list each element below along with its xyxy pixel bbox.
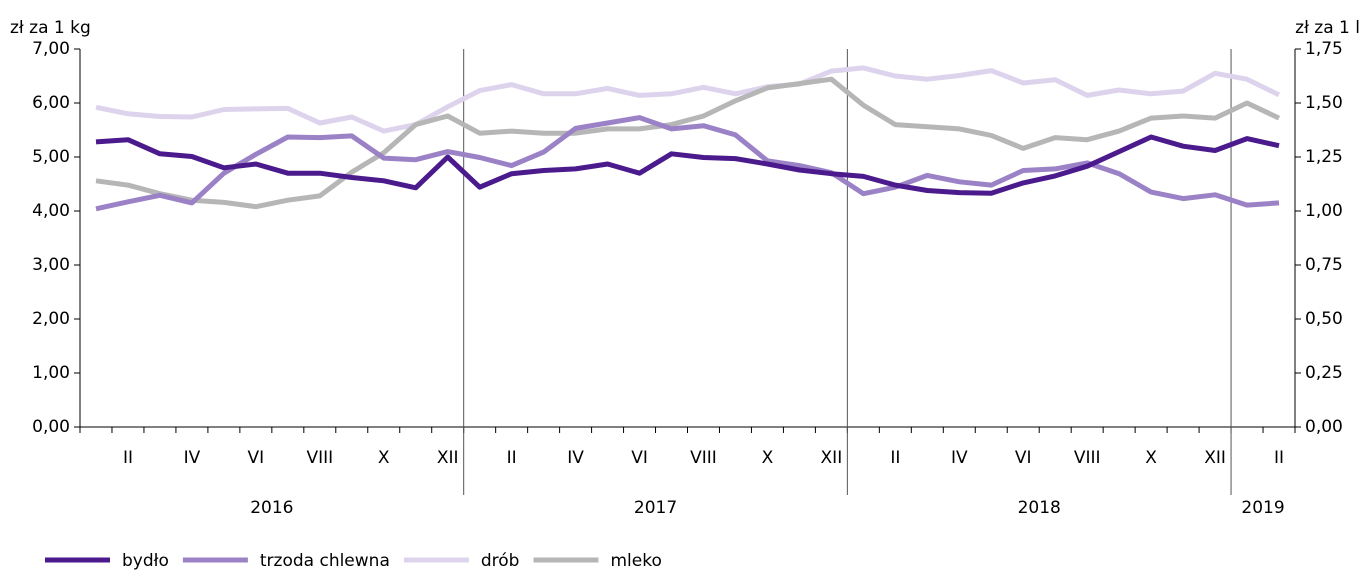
year-label: 2017 (634, 498, 677, 518)
y2-tick-label: 0,00 (1305, 417, 1343, 437)
x-tick-label: II (890, 448, 900, 468)
x-tick-label: VI (1015, 448, 1032, 468)
x-tick-label: II (123, 448, 133, 468)
y2-tick-label: 0,50 (1305, 309, 1343, 329)
y-tick-label: 2,00 (32, 309, 70, 329)
legend-label: bydło (122, 551, 169, 571)
x-tick-label: XII (821, 448, 843, 468)
x-tick-label: XII (437, 448, 459, 468)
y-tick-label: 7,00 (32, 39, 70, 59)
y-tick-label: 6,00 (32, 93, 70, 113)
y2-tick-label: 1,25 (1305, 147, 1343, 167)
y2-tick-label: 1,00 (1305, 201, 1343, 221)
x-tick-label: VIII (306, 448, 333, 468)
series-line (95, 115, 1280, 212)
legend-label: drób (481, 551, 520, 571)
series-line (95, 65, 1281, 134)
x-tick-label: X (378, 448, 390, 468)
y2-tick-label: 1,75 (1305, 39, 1343, 59)
x-tick-label: IV (184, 448, 201, 468)
series-line (95, 134, 1280, 196)
y-tick-label: 0,00 (32, 417, 70, 437)
x-tick-label: IV (567, 448, 584, 468)
x-tick-label: VIII (690, 448, 717, 468)
y2-tick-label: 1,50 (1305, 93, 1343, 113)
year-label: 2018 (1018, 498, 1061, 518)
y-tick-label: 1,00 (32, 363, 70, 383)
year-label: 2019 (1241, 498, 1284, 518)
x-tick-label: IV (951, 448, 968, 468)
x-tick-label: VI (248, 448, 265, 468)
x-tick-label: VIII (1074, 448, 1101, 468)
y-tick-label: 4,00 (32, 201, 70, 221)
y-axis-label: zł za 1 kg (10, 18, 91, 38)
legend-label: mleko (610, 551, 661, 571)
series-line (95, 76, 1281, 210)
legend-label: trzoda chlewna (260, 551, 390, 571)
y-tick-label: 5,00 (32, 147, 70, 167)
y-tick-label: 3,00 (32, 255, 70, 275)
y2-axis-label: zł za 1 l (1295, 18, 1360, 38)
y2-tick-label: 0,75 (1305, 255, 1343, 275)
x-tick-label: VI (631, 448, 648, 468)
x-tick-label: X (1145, 448, 1157, 468)
x-tick-label: X (762, 448, 774, 468)
x-tick-label: II (1274, 448, 1284, 468)
year-label: 2016 (250, 498, 293, 518)
y2-tick-label: 0,25 (1305, 363, 1343, 383)
x-tick-label: II (507, 448, 517, 468)
x-tick-label: XII (1204, 448, 1226, 468)
